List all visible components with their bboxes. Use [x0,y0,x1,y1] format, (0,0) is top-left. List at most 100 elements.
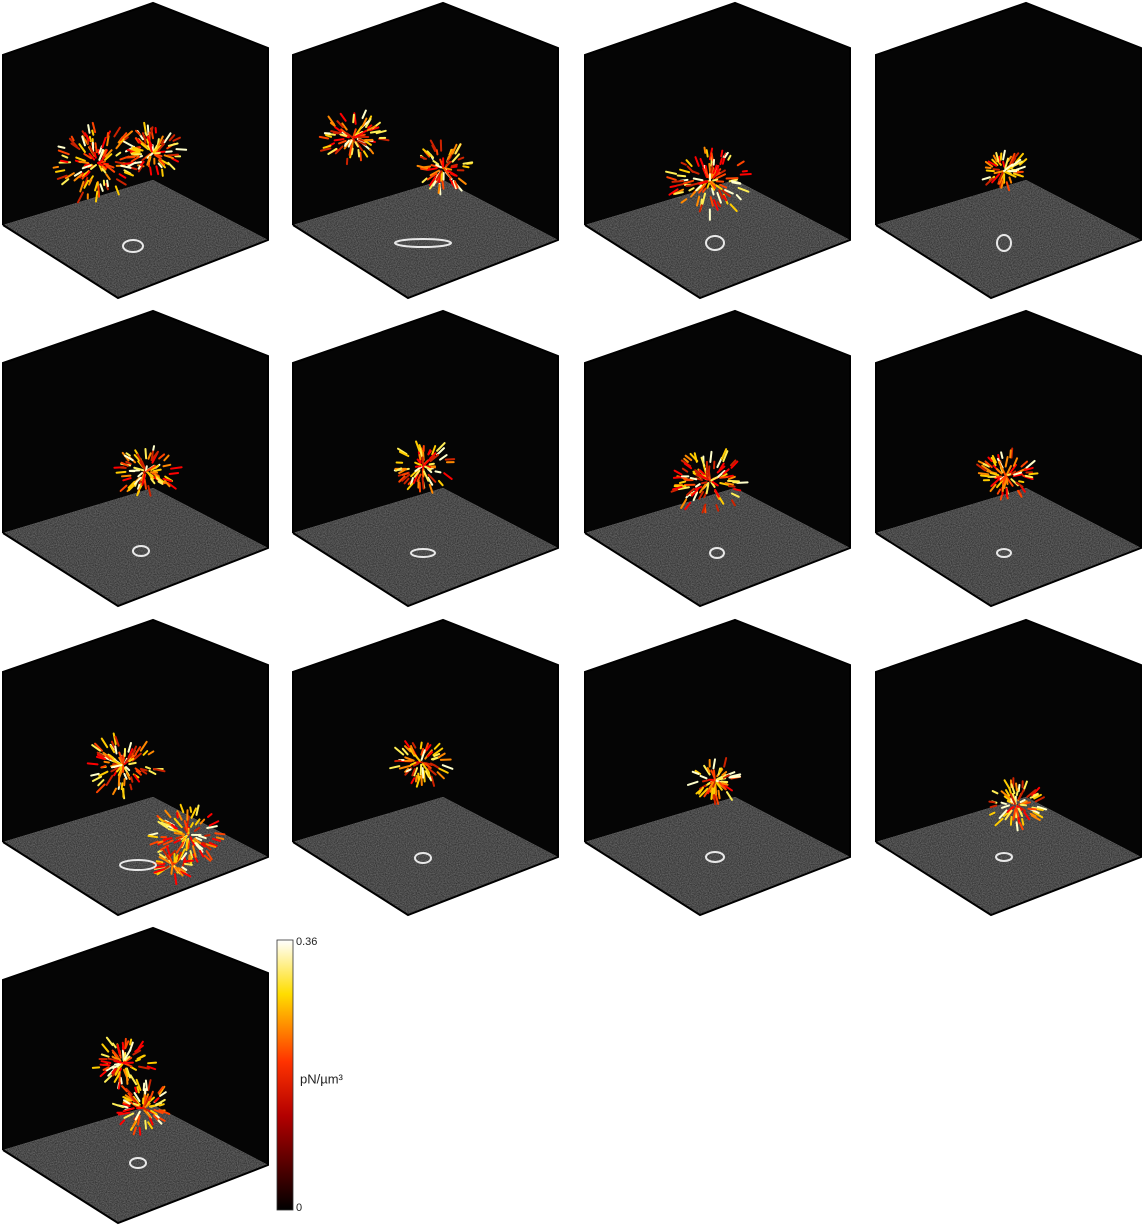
force-arrow [166,151,172,152]
force-arrow [729,777,740,778]
force-arrow [151,127,152,133]
force-arrow [721,782,726,783]
force-arrow [146,466,147,470]
force-arrow [79,162,88,163]
force-arrow [88,763,98,764]
force-arrow [1019,481,1023,482]
cube-panel [876,620,1141,915]
force-arrow [177,837,182,838]
force-arrow [1028,809,1036,810]
force-arrow [714,795,715,804]
force-arrow [704,148,705,153]
colorbar [277,940,293,1210]
force-arrow [981,476,989,477]
force-arrow [713,180,717,181]
force-arrow [702,482,707,483]
force-arrow [175,833,184,834]
force-arrow [993,169,999,170]
force-arrow [130,785,131,790]
colorbar-min-label: 0 [296,1202,302,1214]
force-arrow [421,743,422,749]
cube-panel [585,620,850,915]
force-arrow [175,874,176,884]
force-arrow [335,139,344,140]
force-arrow [709,466,710,476]
cube-panel [585,3,850,298]
force-arrow [135,1088,136,1092]
force-arrow [718,779,722,780]
force-arrow [98,187,99,197]
force-arrow [150,167,151,174]
force-arrow [190,807,191,812]
force-arrow [145,449,146,458]
force-arrow [121,1078,122,1084]
force-arrow [464,162,473,163]
force-arrow [678,175,686,176]
force-arrow [185,864,192,865]
force-arrow [671,186,677,187]
force-arrow [186,840,187,850]
force-arrow [1003,162,1004,167]
force-arrow [1010,450,1011,457]
force-arrow [1022,819,1023,825]
force-arrow [684,479,692,480]
force-arrow [152,451,153,459]
force-arrow [452,165,457,166]
force-arrow [163,465,170,466]
force-arrow [162,170,163,176]
force-arrow [140,1128,141,1135]
force-arrow [176,149,186,150]
force-arrow [160,1104,164,1105]
force-arrow [58,146,64,147]
force-arrow [442,181,443,188]
force-arrow [177,813,178,817]
force-arrow [691,478,697,479]
force-arrow [108,133,109,137]
force-arrow [712,153,713,160]
force-arrow [145,1121,146,1129]
force-arrow [122,476,130,477]
force-arrow [119,1082,120,1088]
force-arrow [154,470,161,471]
cube-panel [293,311,558,606]
force-arrow [146,1080,147,1090]
force-arrow [170,473,178,474]
force-arrow [720,477,728,478]
force-arrow [1001,452,1002,458]
force-arrow [711,788,712,798]
force-arrow [423,478,424,489]
force-arrow [360,153,361,161]
force-arrow [463,166,468,167]
force-arrow [416,466,421,467]
force-arrow [395,761,400,762]
force-arrow [101,1065,110,1066]
force-arrow [148,836,157,837]
force-arrow [707,150,708,156]
force-arrow [353,115,354,123]
force-arrow [734,489,740,490]
force-arrow [115,746,116,753]
force-arrow [430,464,434,465]
force-arrow [168,155,178,156]
force-arrow [720,159,721,164]
force-arrow [1001,495,1002,499]
force-arrow [115,1064,121,1065]
force-arrow [979,473,988,474]
force-arrow [131,777,132,782]
force-arrow [129,763,135,764]
force-arrow [1037,809,1042,810]
force-arrow [215,833,224,834]
force-arrow [420,455,421,459]
colorbar-max-label: 0.36 [296,936,317,948]
force-arrow [1021,805,1026,806]
force-arrow [1019,817,1020,823]
force-arrow [105,762,109,763]
cube-panel [585,311,850,606]
cube-panel [293,620,558,915]
force-arrow [145,480,146,489]
force-arrow [122,783,123,789]
force-arrow [157,861,163,862]
force-arrow [95,143,96,152]
force-arrow [732,182,740,183]
